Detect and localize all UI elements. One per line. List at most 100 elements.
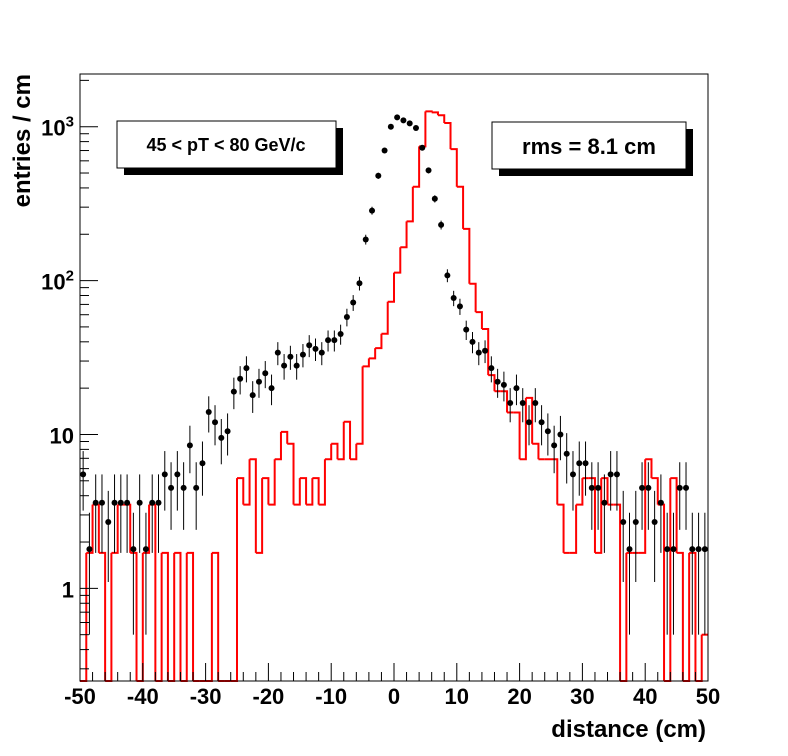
histogram-bin — [670, 477, 678, 553]
histogram-bin — [500, 390, 509, 413]
data-point — [268, 374, 275, 406]
data-point — [92, 474, 99, 553]
data-point — [613, 451, 620, 511]
histogram-bin — [676, 551, 684, 681]
data-point — [651, 490, 658, 582]
histogram-bin — [337, 421, 345, 461]
point-marker — [626, 546, 633, 553]
point-marker — [80, 471, 87, 478]
point-marker — [293, 362, 300, 369]
point-marker — [683, 484, 690, 491]
point-marker — [205, 408, 212, 415]
point-marker — [450, 295, 457, 302]
point-marker — [601, 499, 608, 506]
point-marker — [551, 442, 558, 449]
histogram-bin — [588, 477, 596, 553]
point-marker — [117, 499, 124, 506]
data-point — [494, 368, 501, 398]
point-marker — [199, 460, 206, 467]
histogram-bin — [186, 551, 195, 681]
point-marker — [544, 428, 551, 435]
histogram-bin — [381, 301, 389, 335]
data-point — [180, 462, 187, 530]
data-point — [174, 451, 181, 511]
histogram-bin — [350, 443, 358, 461]
data-point — [582, 441, 589, 496]
data-point — [218, 419, 225, 465]
histogram-bin — [513, 411, 521, 460]
data-point — [306, 335, 313, 358]
data-point — [450, 290, 457, 307]
x-tick-label: 50 — [696, 684, 720, 709]
data-point — [475, 342, 482, 366]
point-marker — [701, 546, 708, 553]
point-marker — [243, 365, 250, 372]
histogram-bin — [557, 503, 565, 553]
data-point — [419, 144, 426, 151]
data-point — [576, 441, 583, 496]
data-point — [444, 269, 451, 283]
point-marker — [387, 123, 394, 130]
data-point — [142, 512, 149, 635]
point-marker — [124, 499, 131, 506]
data-point — [607, 451, 614, 511]
histogram-bin — [362, 358, 370, 368]
histogram-bin — [375, 333, 383, 350]
point-marker — [412, 125, 419, 132]
point-marker — [262, 370, 269, 377]
point-marker — [588, 484, 595, 491]
histogram-bin — [324, 443, 333, 461]
point-marker — [312, 345, 319, 352]
data-point — [569, 451, 576, 511]
point-marker — [193, 484, 200, 491]
data-point — [456, 298, 463, 315]
point-marker — [142, 546, 149, 553]
data-point — [375, 172, 382, 179]
point-marker — [356, 280, 363, 287]
data-point — [438, 220, 445, 230]
histogram-bin — [481, 327, 490, 376]
point-marker — [287, 353, 294, 360]
data-point — [331, 330, 338, 352]
histogram-bin — [601, 477, 609, 505]
point-marker — [419, 144, 426, 151]
point-marker — [456, 303, 463, 310]
data-point — [431, 195, 438, 203]
point-marker — [532, 400, 539, 407]
data-point — [343, 308, 350, 327]
histogram-bin — [475, 311, 483, 329]
point-marker — [255, 378, 262, 385]
point-marker — [500, 381, 507, 388]
point-marker — [519, 400, 526, 407]
data-point — [237, 366, 244, 395]
data-point — [482, 340, 489, 364]
point-marker — [576, 460, 583, 467]
histogram-bin — [576, 478, 584, 506]
data-point — [356, 276, 363, 291]
point-marker — [620, 518, 627, 525]
data-point — [350, 295, 357, 311]
histogram-bin — [368, 348, 377, 360]
rms-label: rms = 8.1 cm — [522, 134, 656, 159]
point-marker — [318, 349, 325, 356]
histogram-bin — [463, 227, 471, 284]
point-marker — [180, 484, 187, 491]
point-marker — [343, 313, 350, 320]
histogram-bin — [645, 458, 653, 479]
point-marker — [557, 431, 564, 438]
data-point — [689, 512, 696, 635]
data-point — [224, 413, 231, 456]
point-marker — [607, 471, 614, 478]
point-marker — [651, 518, 658, 525]
data-point — [670, 512, 677, 635]
point-marker — [350, 299, 357, 306]
point-marker — [105, 518, 112, 525]
histogram-bin — [274, 431, 282, 461]
data-point — [117, 474, 124, 553]
histogram-bin — [469, 282, 477, 313]
point-marker — [613, 471, 620, 478]
data-point — [186, 425, 193, 474]
point-marker — [86, 546, 93, 553]
axes-layer: -50 -40 -30 -20 -10 0 10 20 30 40 50 1 10 102 103 — [41, 79, 720, 709]
point-marker — [381, 147, 388, 154]
